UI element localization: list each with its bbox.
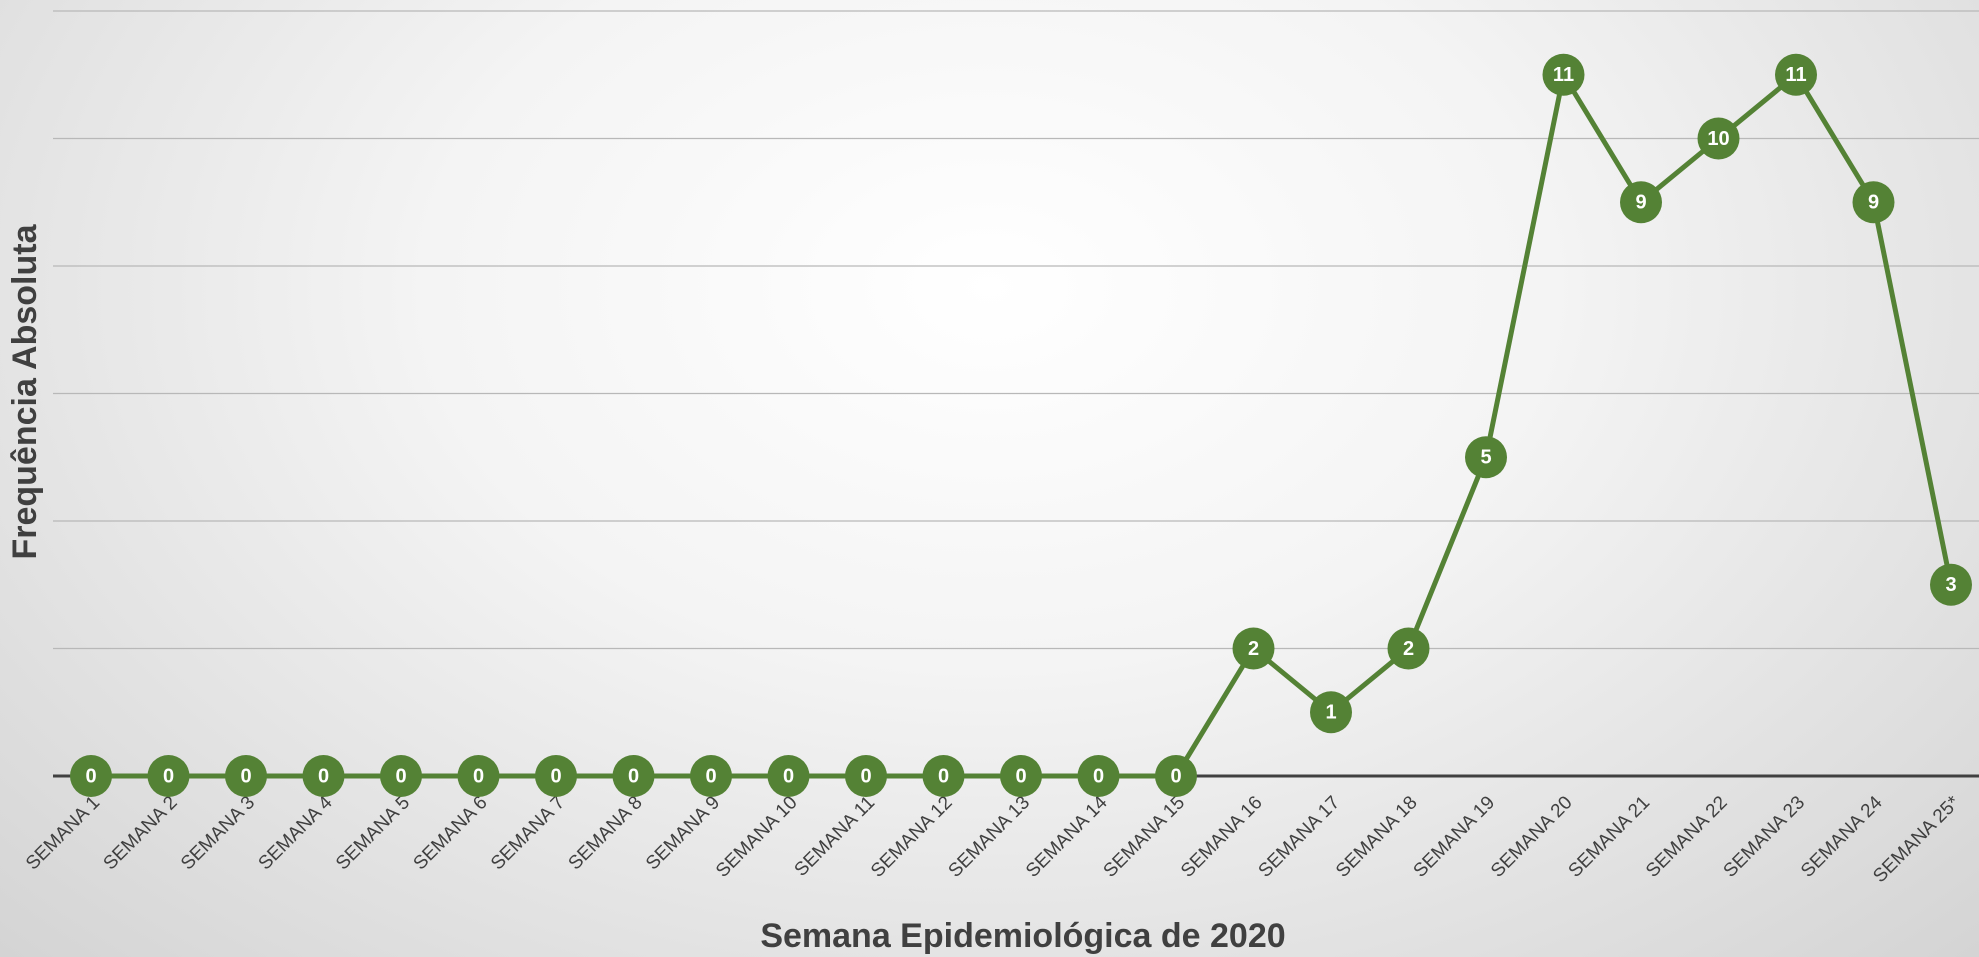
data-line	[91, 72, 1954, 779]
x-tick-label: SEMANA 7	[487, 792, 569, 874]
x-tick-label: SEMANA 23	[1720, 792, 1810, 882]
data-point	[535, 755, 577, 797]
x-tick-label: SEMANA 21	[1565, 792, 1655, 882]
data-label: 5	[1480, 447, 1491, 469]
x-tick-label: SEMANA 10	[712, 792, 802, 882]
x-tick-label: SEMANA 12	[867, 792, 957, 882]
x-tick-label: SEMANA 13	[945, 792, 1035, 882]
data-point	[1852, 181, 1895, 224]
data-label: 0	[85, 765, 96, 787]
data-point	[302, 755, 345, 797]
x-tick-label: SEMANA 17	[1255, 792, 1345, 882]
x-tick-label: SEMANA 8	[565, 792, 647, 874]
data-point	[612, 755, 655, 797]
x-tick-label: SEMANA 14	[1022, 792, 1112, 882]
data-point	[690, 755, 732, 797]
data-point	[1387, 627, 1430, 670]
data-point	[1000, 755, 1042, 797]
data-point	[70, 755, 112, 797]
x-tick-label: SEMANA 1	[22, 792, 104, 874]
data-point	[845, 755, 887, 797]
data-point	[1697, 117, 1740, 160]
x-tick-label: SEMANA 18	[1332, 792, 1422, 882]
x-tick-label: SEMANA 22	[1642, 792, 1732, 882]
data-label: 3	[1945, 574, 1956, 596]
data-label: 0	[628, 765, 639, 787]
x-tick-label: SEMANA 9	[642, 792, 724, 874]
data-label: 0	[1170, 765, 1181, 787]
data-label: 0	[240, 765, 251, 787]
data-point	[767, 755, 810, 797]
x-tick-label: SEMANA 3	[177, 792, 259, 874]
x-tick-label: SEMANA 16	[1177, 792, 1267, 882]
data-label: 0	[473, 765, 484, 787]
data-label: 0	[1015, 765, 1026, 787]
data-label: 2	[1248, 638, 1259, 660]
data-label: 9	[1868, 192, 1879, 214]
x-tick-label: SEMANA 4	[255, 792, 337, 874]
data-point	[1232, 627, 1275, 670]
data-label: 11	[1785, 64, 1806, 86]
data-point	[457, 755, 500, 797]
x-tick-label: SEMANA 19	[1410, 792, 1500, 882]
x-tick-label: SEMANA 2	[100, 792, 182, 874]
data-label: 0	[783, 765, 794, 787]
data-point	[1930, 563, 1972, 606]
x-tick-label: SEMANA 20	[1487, 792, 1577, 882]
data-point	[1155, 755, 1197, 797]
x-tick-label: SEMANA 5	[332, 792, 414, 874]
data-point	[1310, 691, 1352, 734]
data-label: 10	[1707, 128, 1729, 150]
x-tick-label: SEMANA 15	[1100, 792, 1190, 882]
data-point	[1077, 755, 1120, 797]
data-point	[380, 755, 422, 797]
data-label: 0	[1093, 765, 1104, 787]
data-point	[147, 755, 190, 797]
data-label: 1	[1325, 702, 1336, 724]
x-tick-label: SEMANA 11	[791, 792, 880, 881]
data-label: 0	[163, 765, 174, 787]
data-label: 0	[550, 765, 561, 787]
data-point	[922, 755, 965, 797]
y-axis-title: Frequência Absoluta	[6, 223, 44, 559]
data-point	[225, 755, 267, 797]
x-axis-title: Semana Epidemiológica de 2020	[760, 917, 1285, 955]
data-point	[1542, 53, 1585, 96]
data-label: 0	[938, 765, 949, 787]
data-label: 11	[1553, 64, 1574, 86]
data-label: 9	[1635, 192, 1646, 214]
data-label: 2	[1403, 638, 1414, 660]
x-tick-label: SEMANA 6	[410, 792, 492, 874]
data-point	[1775, 53, 1817, 96]
data-label: 0	[705, 765, 716, 787]
data-point	[1465, 436, 1507, 479]
data-label: 0	[318, 765, 329, 787]
data-label: 0	[860, 765, 871, 787]
data-label: 0	[395, 765, 406, 787]
data-point	[1620, 181, 1662, 224]
